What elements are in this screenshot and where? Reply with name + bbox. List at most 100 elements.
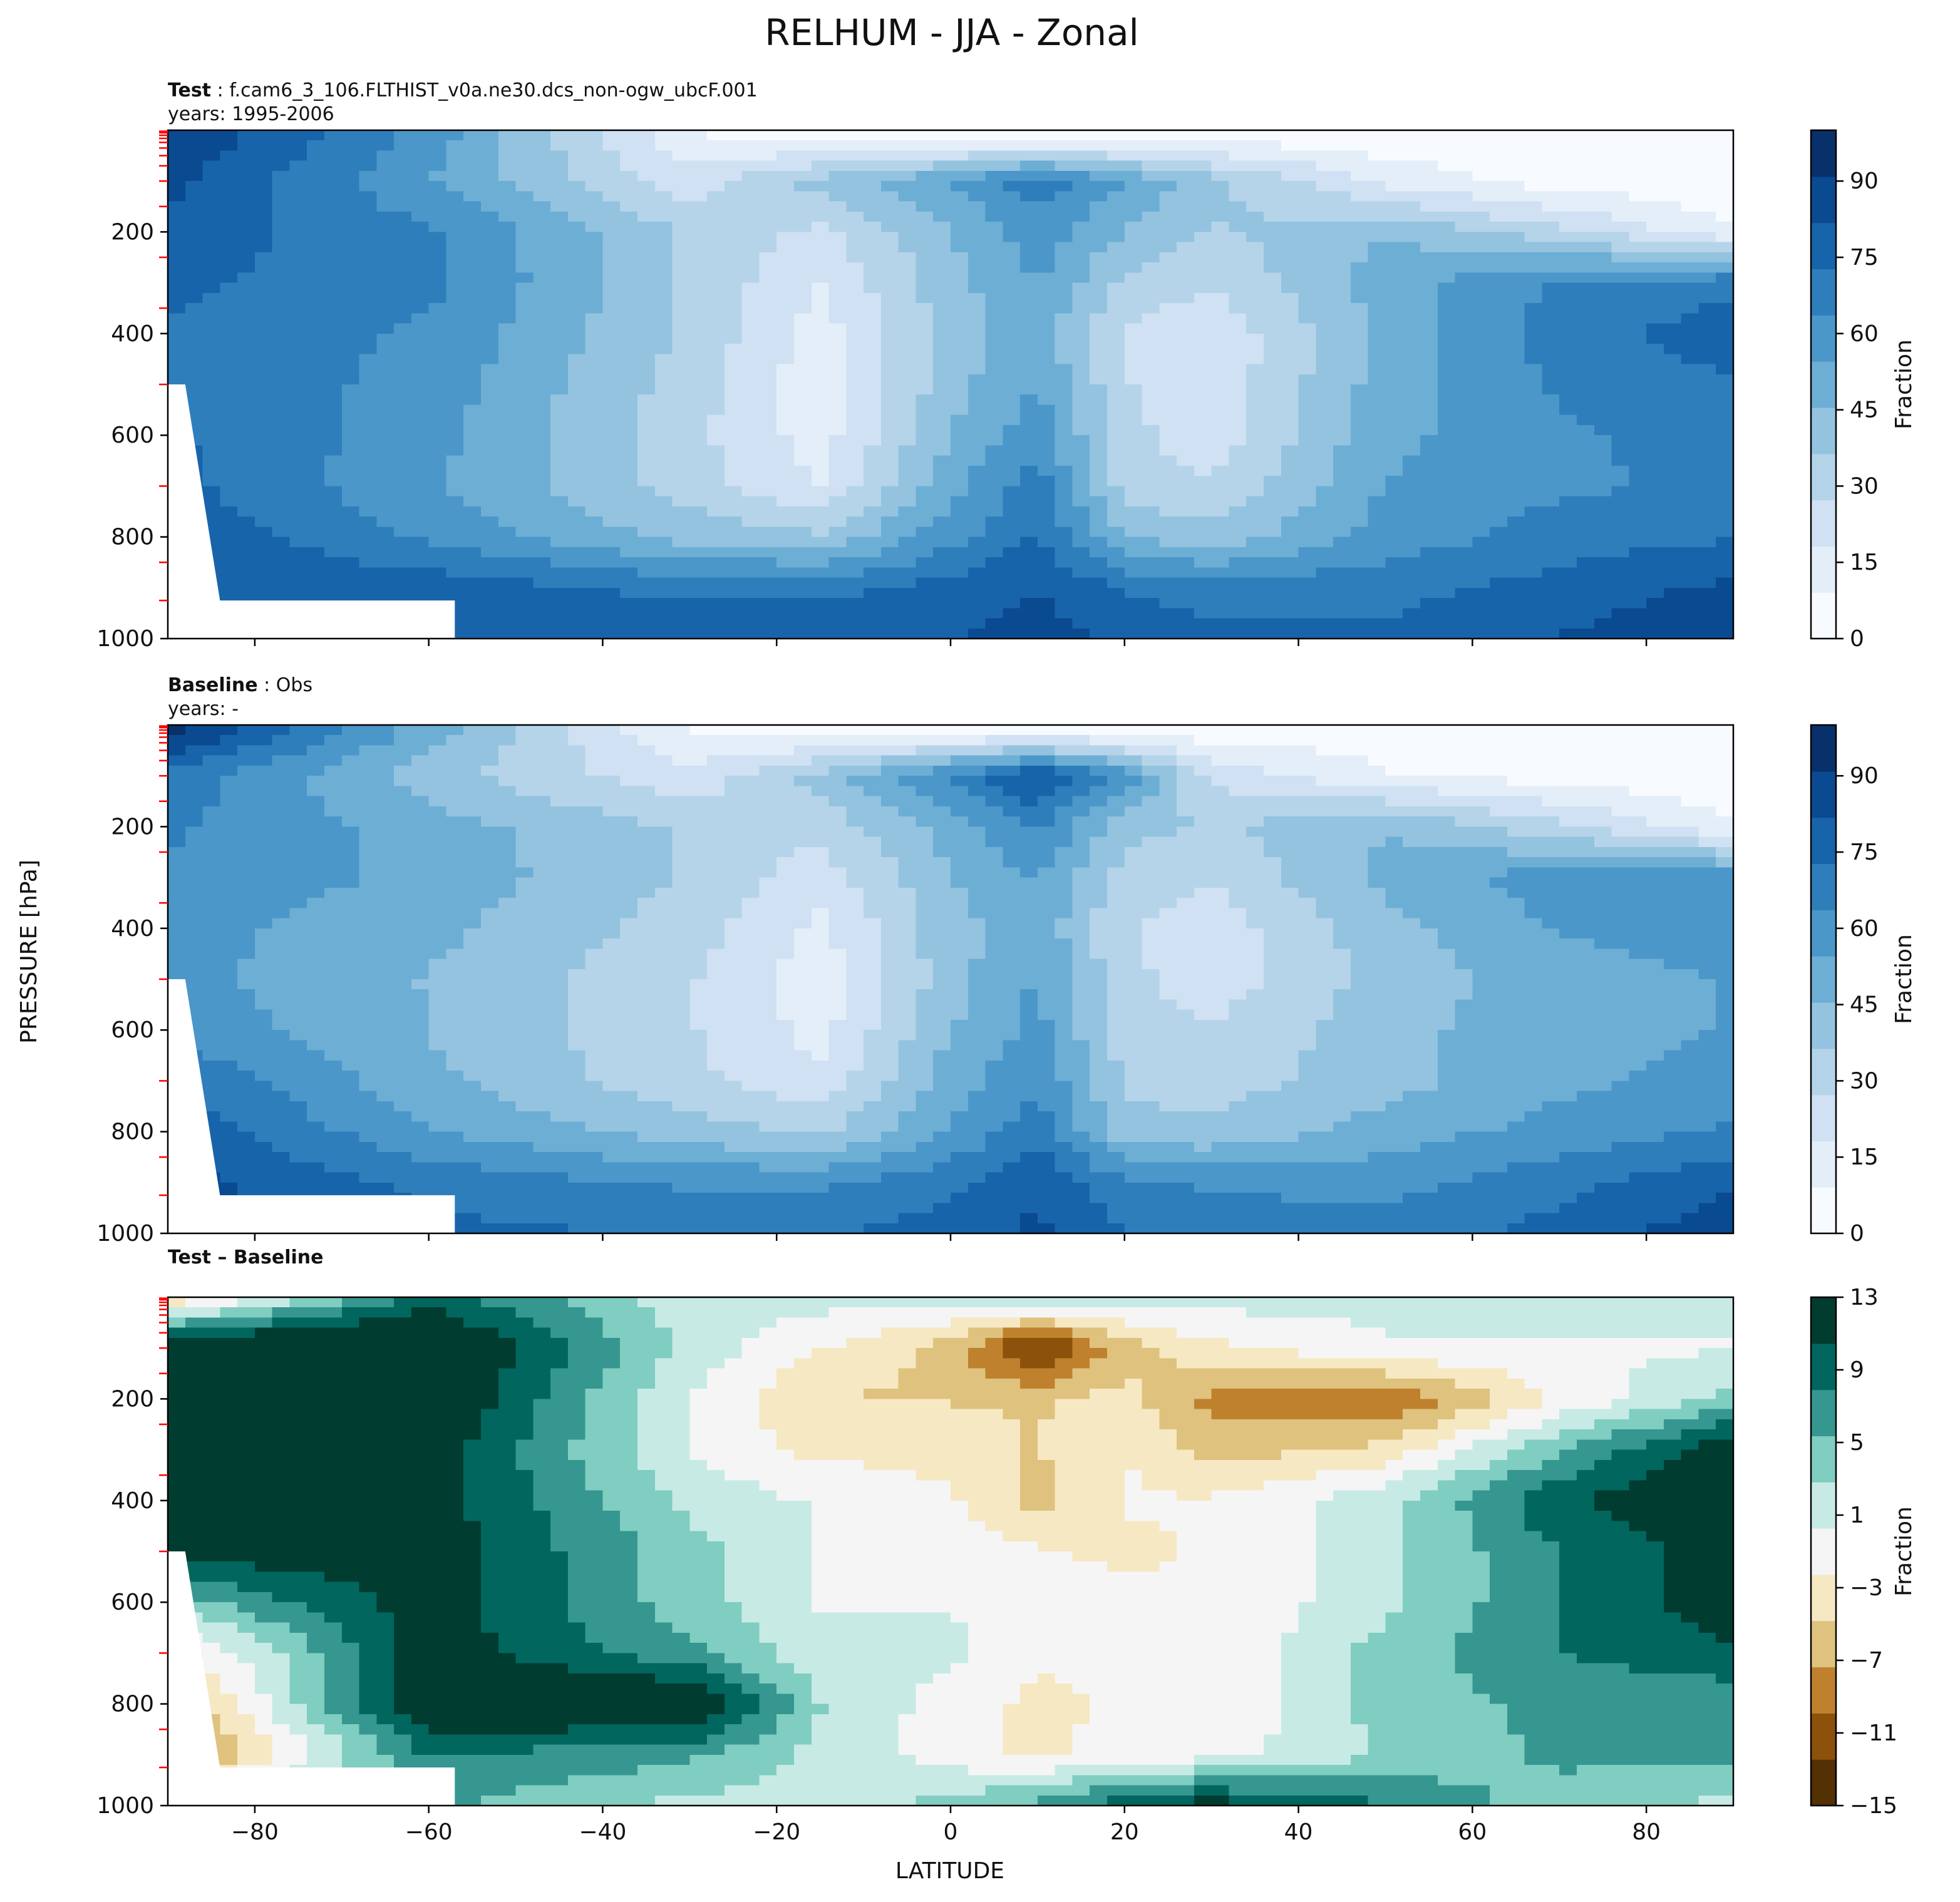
heatmap-cell [1038, 415, 1056, 426]
heatmap-cell [1055, 252, 1073, 263]
heatmap-cell [881, 171, 899, 182]
heatmap-cell [1299, 272, 1317, 283]
heatmap-cell [1125, 283, 1143, 294]
heatmap-cell [1455, 344, 1473, 354]
heatmap-cell [742, 766, 760, 776]
heatmap-cell [342, 466, 360, 476]
heatmap-cell [550, 354, 569, 364]
heatmap-cell [1299, 324, 1317, 334]
heatmap-cell [602, 293, 621, 304]
heatmap-cell [307, 354, 325, 364]
heatmap-cell [1090, 283, 1108, 294]
heatmap-cell [237, 588, 255, 599]
heatmap-cell [707, 547, 725, 558]
heatmap-cell [986, 181, 1004, 192]
heatmap-cell [1646, 394, 1664, 405]
heatmap-cell [673, 629, 691, 639]
heatmap-cell [307, 384, 325, 395]
heatmap-cell [1316, 344, 1334, 354]
heatmap-cell [342, 415, 360, 426]
heatmap-cell [255, 517, 273, 527]
heatmap-cell [463, 313, 482, 324]
heatmap-cell [864, 486, 882, 496]
heatmap-cell [899, 547, 917, 558]
heatmap-cell [1507, 130, 1525, 141]
heatmap-cell [1281, 404, 1299, 415]
heatmap-cell [1490, 324, 1508, 334]
heatmap-cell [1351, 456, 1369, 466]
heatmap-cell [899, 283, 917, 294]
heatmap-cell [1577, 283, 1595, 294]
heatmap-cell [1664, 425, 1682, 436]
heatmap-cell [829, 140, 847, 151]
heatmap-cell [1368, 476, 1386, 486]
heatmap-cell [307, 212, 325, 222]
heatmap-cell [446, 394, 464, 405]
heatmap-cell [673, 435, 691, 446]
heatmap-cell [968, 435, 986, 446]
heatmap-cell [289, 567, 307, 578]
heatmap-cell [951, 517, 969, 527]
heatmap-cell [1629, 334, 1647, 344]
heatmap-cell [1090, 608, 1108, 619]
heatmap-cell [237, 466, 255, 476]
heatmap-cell [1420, 394, 1438, 405]
heatmap-cell [1281, 506, 1299, 517]
heatmap-cell [968, 547, 986, 558]
heatmap-cell [1559, 588, 1577, 599]
heatmap-cell [481, 262, 499, 273]
heatmap-cell [951, 161, 969, 172]
heatmap-cell [394, 293, 412, 304]
heatmap-cell [1038, 725, 1056, 736]
heatmap-cell [1038, 161, 1056, 172]
heatmap-cell [1577, 445, 1595, 456]
heatmap-cell [168, 334, 186, 344]
heatmap-cell [1681, 415, 1700, 426]
heatmap-cell [272, 212, 291, 222]
heatmap-cell [707, 506, 725, 517]
heatmap-cell [1316, 588, 1334, 599]
heatmap-cell [1698, 745, 1716, 756]
heatmap-cell [620, 354, 638, 364]
heatmap-cell [812, 324, 830, 334]
heatmap-cell [1559, 547, 1577, 558]
heatmap-cell [168, 171, 186, 182]
heatmap-cell [1646, 756, 1664, 766]
heatmap-cell [550, 735, 569, 746]
heatmap-cell [585, 374, 604, 385]
heatmap-cell [933, 466, 951, 476]
heatmap-cell [342, 313, 360, 324]
heatmap-cell [707, 456, 725, 466]
heatmap-cell [916, 181, 934, 192]
heatmap-cell [1351, 384, 1369, 395]
heatmap-cell [1003, 557, 1021, 568]
heatmap-cell [1664, 619, 1682, 629]
heatmap-cell [220, 557, 238, 568]
heatmap-cell [1681, 283, 1700, 294]
heatmap-cell [794, 629, 812, 639]
heatmap-cell [742, 272, 760, 283]
heatmap-cell [1090, 272, 1108, 283]
heatmap-cell [1716, 394, 1734, 405]
heatmap-cell [1438, 598, 1456, 609]
heatmap-cell [742, 394, 760, 405]
heatmap-cell [463, 212, 482, 222]
heatmap-cell [1646, 354, 1664, 364]
heatmap-cell [986, 506, 1004, 517]
heatmap-cell [1020, 425, 1038, 436]
heatmap-cell [1612, 725, 1630, 736]
heatmap-cell [1612, 212, 1630, 222]
heatmap-cell [1420, 293, 1438, 304]
heatmap-cell [759, 608, 777, 619]
heatmap-cell [1594, 232, 1612, 242]
heatmap-cell [1055, 140, 1073, 151]
heatmap-cell [1299, 425, 1317, 436]
heatmap-cell [1264, 283, 1282, 294]
heatmap-cell [725, 313, 743, 324]
heatmap-cell [411, 324, 430, 334]
heatmap-cell [1055, 578, 1073, 589]
heatmap-cell [1681, 527, 1700, 537]
heatmap-cell [1472, 608, 1490, 619]
heatmap-cell [255, 578, 273, 589]
heatmap-cell [463, 232, 482, 242]
